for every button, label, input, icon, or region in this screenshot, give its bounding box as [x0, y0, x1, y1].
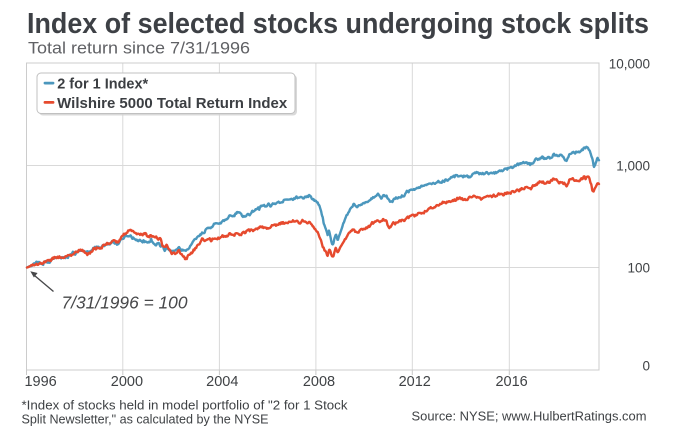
svg-text:2004: 2004 — [206, 374, 238, 390]
svg-text:*Index of stocks held in model: *Index of stocks held in model portfolio… — [22, 398, 349, 413]
svg-text:1,000: 1,000 — [616, 158, 650, 173]
svg-text:Total return since 7/31/1996: Total return since 7/31/1996 — [28, 39, 250, 58]
svg-text:2012: 2012 — [399, 374, 431, 390]
svg-text:Index of selected stocks under: Index of selected stocks undergoing stoc… — [27, 8, 649, 40]
svg-text:2016: 2016 — [495, 374, 527, 390]
svg-text:1996: 1996 — [24, 374, 56, 390]
svg-text:2 for 1 Index*: 2 for 1 Index* — [57, 77, 148, 93]
svg-text:2008: 2008 — [303, 374, 335, 390]
svg-text:0: 0 — [642, 359, 650, 374]
svg-text:Source: NYSE; www.HulbertRatin: Source: NYSE; www.HulbertRatings.com — [412, 409, 647, 424]
svg-text:100: 100 — [627, 260, 650, 275]
svg-text:7/31/1996 = 100: 7/31/1996 = 100 — [62, 293, 188, 313]
svg-text:Wilshire 5000 Total Return Ind: Wilshire 5000 Total Return Index — [57, 96, 288, 112]
svg-text:10,000: 10,000 — [609, 56, 650, 71]
svg-text:2000: 2000 — [111, 374, 143, 390]
svg-text:Split Newsletter," as calculat: Split Newsletter," as calculated by the … — [22, 412, 269, 427]
